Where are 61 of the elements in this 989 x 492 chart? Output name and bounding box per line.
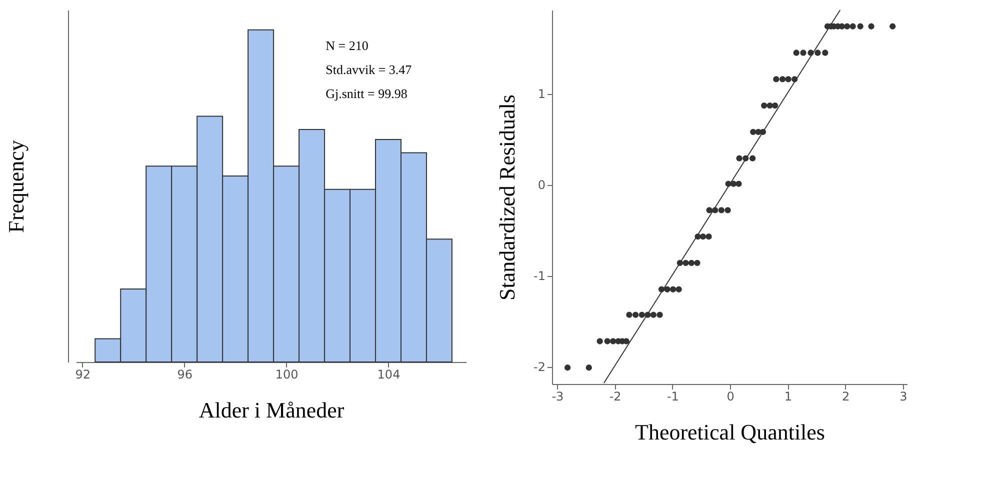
point — [694, 260, 700, 266]
x-tick-label: -3 — [552, 390, 564, 404]
x-tick-label: 0 — [726, 390, 734, 404]
point — [596, 338, 603, 344]
y-tick-label: -1 — [534, 269, 546, 284]
x-tick-label: -1 — [666, 390, 679, 404]
x-tick-label: 2 — [842, 390, 850, 404]
point — [724, 207, 731, 214]
point — [626, 312, 632, 318]
point — [700, 234, 706, 240]
annotation: Gj.snitt = 99.98 — [326, 86, 408, 101]
point — [688, 260, 695, 266]
point — [785, 76, 792, 82]
point — [766, 102, 773, 109]
point — [586, 364, 592, 371]
y-tick-label: 1 — [538, 87, 546, 102]
point — [857, 23, 864, 30]
point — [736, 180, 742, 187]
point — [564, 364, 571, 371]
point — [718, 207, 725, 214]
point — [706, 207, 712, 214]
point — [632, 312, 639, 318]
point — [604, 338, 610, 344]
point — [638, 312, 645, 318]
annotation: N = 210 — [326, 38, 368, 53]
point — [650, 312, 657, 318]
point — [850, 23, 856, 30]
x-tick-label: 3 — [900, 390, 908, 404]
point — [822, 50, 828, 56]
point — [676, 286, 682, 292]
x-axis-title: Alder i Måneder — [198, 398, 345, 422]
y-axis-title: Frequency — [4, 140, 28, 233]
y-tick-label: 0 — [538, 178, 546, 192]
x-tick-label: 104 — [377, 368, 400, 382]
x-axis-title: Theoretical Quantiles — [635, 420, 825, 444]
point — [844, 23, 850, 30]
point — [890, 23, 896, 30]
point — [706, 234, 712, 240]
point — [656, 312, 663, 318]
point — [760, 102, 768, 109]
point — [814, 50, 821, 56]
point — [736, 155, 742, 162]
point — [682, 260, 689, 266]
point — [749, 155, 756, 162]
point — [779, 76, 786, 82]
point — [670, 286, 676, 292]
point — [664, 286, 670, 292]
point — [793, 50, 800, 56]
x-tick-label: -2 — [609, 390, 622, 404]
x-tick-label: 1 — [784, 390, 792, 404]
x-tick-label: 96 — [177, 368, 192, 382]
point — [800, 50, 806, 56]
point — [868, 23, 874, 30]
point — [773, 76, 780, 82]
point — [750, 128, 756, 136]
annotation: Std.avvik = 3.47 — [326, 62, 412, 77]
x-tick-label: 92 — [75, 368, 91, 382]
x-tick-label: 100 — [275, 368, 298, 382]
point — [610, 338, 616, 344]
point — [772, 102, 778, 109]
y-axis-title: Standardized Residuals — [494, 94, 520, 300]
